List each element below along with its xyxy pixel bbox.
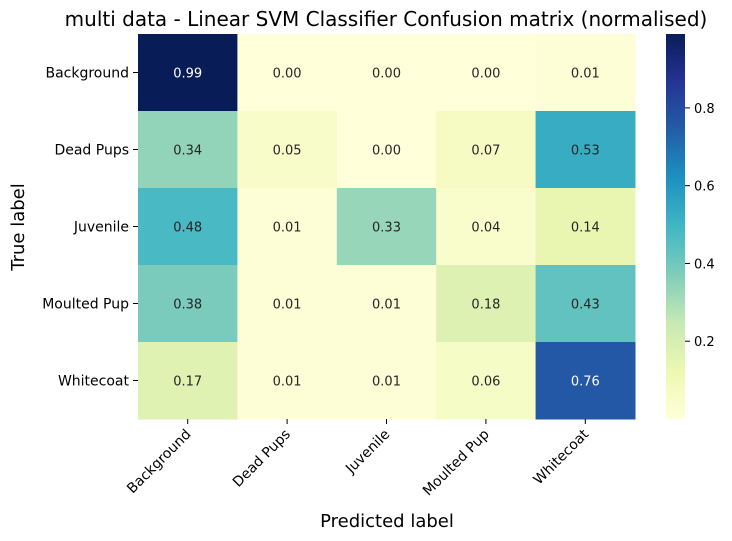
chart-title: multi data - Linear SVM Classifier Confu… bbox=[65, 7, 708, 31]
x-tick-label: Moulted Pup bbox=[420, 426, 493, 499]
cell-value-label: 0.00 bbox=[273, 67, 302, 82]
cell-value-label: 0.53 bbox=[571, 144, 600, 159]
colorbar: 0.2 0.4 0.6 0.8 bbox=[666, 34, 715, 419]
x-tick-label: Whitecoat bbox=[531, 426, 593, 488]
colorbar-tick-label: 0.4 bbox=[694, 257, 715, 272]
x-axis-ticks: Background Dead Pups Juvenile Moulted Pup Wh… bbox=[124, 419, 592, 499]
cell-value-label: 0.99 bbox=[173, 67, 202, 82]
cell-value-label: 0.00 bbox=[372, 67, 401, 82]
colorbar-gradient bbox=[666, 34, 685, 419]
cell-value-label: 0.07 bbox=[471, 144, 500, 159]
colorbar-tick-label: 0.6 bbox=[694, 180, 715, 195]
cell-value-label: 0.04 bbox=[471, 221, 500, 236]
cell-value-label: 0.43 bbox=[571, 298, 600, 313]
cell-value-label: 0.00 bbox=[471, 67, 500, 82]
cell-value-label: 0.76 bbox=[571, 375, 600, 390]
heatmap-cells: 0.99 0.00 0.00 0.00 0.01 0.34 0.05 0.00 0.07 0.53… bbox=[138, 34, 636, 420]
cell-value-label: 0.18 bbox=[471, 298, 500, 313]
cell-value-label: 0.06 bbox=[471, 375, 500, 390]
cell-value-label: 0.01 bbox=[273, 298, 302, 313]
x-tick-label: Dead Pups bbox=[230, 427, 294, 491]
cell-value-label: 0.00 bbox=[372, 144, 401, 159]
y-tick-label: Whitecoat bbox=[58, 374, 130, 390]
cell-value-label: 0.05 bbox=[273, 144, 302, 159]
colorbar-tick-label: 0.8 bbox=[694, 102, 715, 117]
cell-value-label: 0.01 bbox=[372, 375, 401, 390]
colorbar-tick-label: 0.2 bbox=[694, 335, 715, 350]
cell-value-label: 0.17 bbox=[173, 375, 202, 390]
y-tick-label: Moulted Pup bbox=[42, 297, 129, 313]
x-tick-label: Background bbox=[124, 427, 194, 497]
y-tick-label: Juvenile bbox=[73, 220, 129, 236]
cell-value-label: 0.33 bbox=[372, 221, 401, 236]
y-tick-label: Dead Pups bbox=[54, 143, 129, 159]
y-tick-label: Background bbox=[45, 66, 129, 82]
cell-value-label: 0.48 bbox=[173, 221, 202, 236]
cell-value-label: 0.38 bbox=[173, 298, 202, 313]
cell-value-label: 0.01 bbox=[372, 298, 401, 313]
x-tick-label: Juvenile bbox=[342, 427, 393, 478]
cell-value-label: 0.14 bbox=[571, 221, 600, 236]
cell-value-label: 0.01 bbox=[273, 221, 302, 236]
y-axis-ticks: Background Dead Pups Juvenile Moulted Pup Wh… bbox=[42, 66, 138, 390]
cell-value-label: 0.34 bbox=[173, 144, 202, 159]
y-axis-label: True label bbox=[8, 183, 29, 272]
cell-value-label: 0.01 bbox=[571, 67, 600, 82]
cell-value-label: 0.01 bbox=[273, 375, 302, 390]
x-axis-label: Predicted label bbox=[320, 511, 454, 532]
